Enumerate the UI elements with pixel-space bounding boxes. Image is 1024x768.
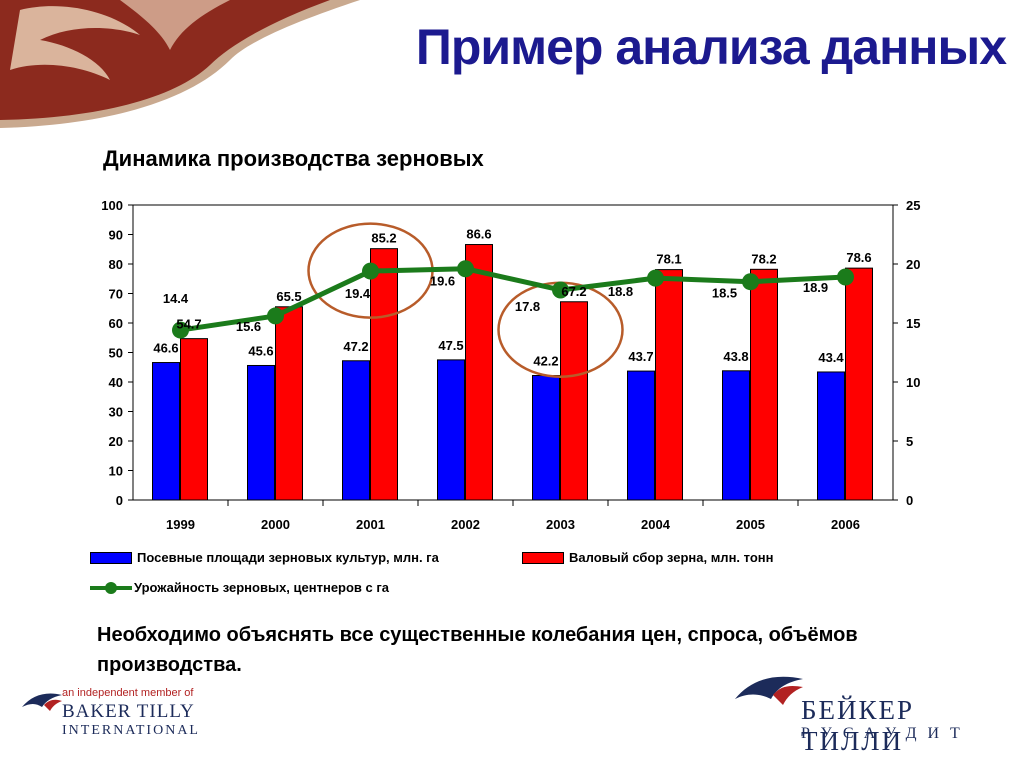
bird-logo-icon [735,676,803,705]
x-axis-tick-label: 2006 [831,517,860,532]
yield-value-label: 17.8 [515,299,540,314]
bird-logo-icon [22,693,62,711]
right-axis-tick-label: 25 [906,198,920,213]
bar-area-value-label: 47.5 [438,338,463,353]
x-axis-tick-label: 2003 [546,517,575,532]
legend-label-area: Посевные площади зерновых культур, млн. … [137,550,439,565]
right-axis-tick-label: 15 [906,316,920,331]
right-axis-tick-label: 5 [906,434,913,449]
legend-swatch-area [90,551,132,564]
left-axis-tick-label: 80 [109,257,123,272]
yield-line [180,266,846,333]
bar-harvest-value-label: 86.6 [466,227,491,242]
left-axis-tick-label: 50 [109,346,123,361]
yield-value-label: 18.5 [712,286,737,301]
x-axis-tick-label: 2000 [261,517,290,532]
baker-tilly-international-logo: an independent member of BAKER TILLY INT… [22,687,222,747]
left-axis-tick-label: 30 [109,405,123,420]
baker-tilly-rusaudit-logo: БЕЙКЕР ТИЛЛИ РУСАУДИТ [735,673,1005,756]
bar-area [437,359,465,501]
x-axis-tick-label: 2004 [641,517,671,532]
yield-point [267,307,284,325]
bar-area-value-label: 43.8 [723,349,748,364]
yield-point [362,262,379,280]
left-axis-tick-label: 20 [109,434,123,449]
right-axis-tick-label: 0 [906,493,913,508]
bar-area [342,360,370,501]
left-axis-tick-label: 0 [116,493,123,508]
corner-decoration [0,0,360,128]
yield-point [552,281,569,299]
yield-value-label: 19.4 [345,286,371,301]
yield-value-label: 14.4 [163,291,189,306]
x-axis-tick-label: 1999 [166,517,195,532]
legend-label-harvest: Валовый сбор зерна, млн. тонн [569,550,774,565]
logo-name-main: BAKER TILLY [62,701,195,722]
bar-harvest [275,306,303,501]
bar-harvest [180,338,208,501]
yield-point [172,321,189,339]
bar-area [152,362,180,501]
logo-name-sub: INTERNATIONAL [62,723,200,738]
bar-harvest-value-label: 85.2 [371,231,396,246]
legend-swatch-harvest [522,551,564,564]
bar-area [722,370,750,501]
yield-value-label: 19.6 [430,274,455,289]
left-axis-tick-label: 100 [101,198,123,213]
yield-point [457,260,474,278]
bar-harvest-value-label: 78.1 [656,252,681,267]
legend-item-area: Посевные площади зерновых культур, млн. … [90,550,439,565]
logo-name-ru-sub: РУСАУДИТ [801,725,971,742]
logo-name-ru: БЕЙКЕР ТИЛЛИ [801,695,915,756]
left-axis-tick-label: 90 [109,228,123,243]
left-axis-tick-label: 40 [109,375,123,390]
bar-area-value-label: 46.6 [153,341,178,356]
yield-point [742,273,759,291]
x-axis-tick-label: 2002 [451,517,480,532]
yield-value-label: 15.6 [236,319,261,334]
bar-harvest-value-label: 78.6 [846,250,871,265]
bar-area [627,370,655,501]
bar-area [817,371,845,501]
chart-title: Динамика производства зерновых [103,146,484,171]
bar-harvest [750,268,778,501]
legend-swatch-yield [90,581,132,594]
x-axis-tick-label: 2005 [736,517,765,532]
yield-value-label: 18.8 [608,284,633,299]
right-axis-tick-label: 10 [906,375,920,390]
bar-harvest [465,244,493,501]
bar-area-value-label: 42.2 [533,354,558,369]
yield-point [837,268,854,286]
bar-harvest [655,269,683,501]
left-axis-tick-label: 60 [109,316,123,331]
bar-harvest [845,267,873,501]
bar-area-value-label: 47.2 [343,339,368,354]
legend-item-yield: Урожайность зерновых, центнеров с га [90,580,389,595]
bar-area-value-label: 43.4 [818,350,844,365]
yield-value-label: 18.9 [803,280,828,295]
right-axis-tick-label: 20 [906,257,920,272]
bar-area-value-label: 45.6 [248,343,273,358]
bar-harvest-value-label: 67.2 [561,284,586,299]
bar-area [247,364,275,501]
bar-harvest-value-label: 78.2 [751,251,776,266]
legend-item-harvest: Валовый сбор зерна, млн. тонн [522,550,773,565]
x-axis-tick-label: 2001 [356,517,385,532]
bar-harvest [560,301,588,501]
bar-area [532,375,560,501]
legend-label-yield: Урожайность зерновых, центнеров с га [134,580,390,595]
analysis-note: Необходимо объяснять все существенные ко… [97,624,858,676]
slide-title: Пример анализа данных [415,19,1007,75]
yield-point [647,269,664,287]
bar-harvest [370,248,398,501]
bar-harvest-value-label: 65.5 [276,289,301,304]
bar-harvest-value-label: 54.7 [176,317,201,332]
left-axis-tick-label: 70 [109,287,123,302]
bar-area-value-label: 43.7 [628,349,653,364]
left-axis-tick-label: 10 [109,464,123,479]
logo-tagline: an independent member of [62,687,194,699]
